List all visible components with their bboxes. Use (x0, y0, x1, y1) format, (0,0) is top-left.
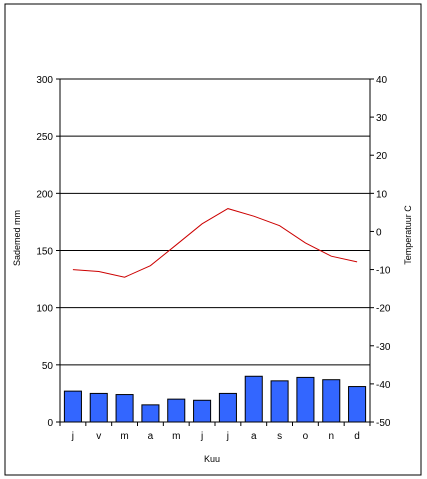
x-tick-label-6: j (226, 431, 229, 442)
x-axis-title: Kuu (204, 454, 220, 464)
temperature-line (72, 208, 358, 278)
left-tick-label-6: 300 (36, 75, 53, 86)
precip-bar-8 (270, 380, 289, 423)
x-tick-label-9: o (303, 431, 309, 442)
right-tick-label-8: 30 (376, 113, 388, 124)
precipitation-bars (63, 375, 367, 423)
right-tick-label-6: 10 (376, 189, 388, 200)
precip-bar-5 (193, 399, 212, 423)
left-tick-label-1: 50 (42, 361, 54, 372)
precip-bar-6 (218, 392, 237, 423)
right-tick-label-5: 0 (376, 227, 382, 238)
right-tick-label-0: -50 (376, 418, 391, 429)
x-tick-label-7: a (251, 431, 257, 442)
right-axis-ticks: -50 -40 -30 -20 -10 0 10 20 30 40 (370, 75, 391, 429)
x-tick-label-5: j (200, 431, 203, 442)
y-right-axis-title: Temperatuur C (403, 205, 413, 265)
right-tick-label-3: -20 (376, 304, 391, 315)
precip-bar-9 (296, 376, 315, 423)
left-tick-label-5: 250 (36, 132, 53, 143)
precip-bar-11 (348, 386, 367, 423)
left-tick-label-3: 150 (36, 247, 53, 258)
precip-bar-1 (89, 392, 108, 423)
precip-bar-7 (244, 375, 263, 423)
right-tick-label-1: -40 (376, 380, 391, 391)
right-tick-label-2: -30 (376, 342, 391, 353)
x-tick-label-1: v (96, 431, 101, 442)
right-tick-label-7: 20 (376, 151, 388, 162)
precip-bar-10 (322, 379, 341, 423)
right-tick-label-4: -10 (376, 266, 391, 277)
x-tick-label-0: j (71, 431, 74, 442)
left-tick-label-0: 0 (47, 418, 53, 429)
x-tick-label-3: a (148, 431, 154, 442)
left-axis-ticks: 0 50 100 150 200 250 300 (36, 75, 60, 429)
x-tick-label-8: s (277, 431, 282, 442)
precip-bar-3 (141, 404, 160, 423)
x-tick-label-10: n (328, 431, 334, 442)
left-tick-label-2: 100 (36, 304, 53, 315)
x-tick-label-4: m (172, 431, 180, 442)
precip-bar-0 (63, 390, 82, 423)
x-tick-label-2: m (120, 431, 128, 442)
precip-bar-4 (167, 398, 186, 423)
left-tick-label-4: 200 (36, 189, 53, 200)
y-left-axis-title: Sademed mm (12, 210, 22, 266)
precip-bar-2 (115, 394, 134, 423)
right-tick-label-9: 40 (376, 75, 388, 86)
x-tick-label-11: d (354, 431, 360, 442)
